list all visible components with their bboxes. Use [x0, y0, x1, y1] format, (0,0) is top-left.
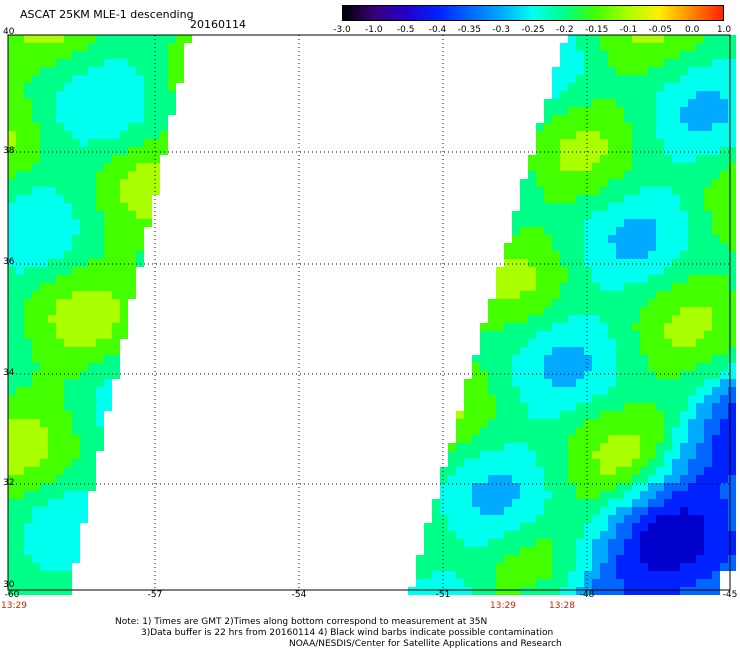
lat-label-32: 32	[3, 478, 15, 488]
colorbar-tick-label: 0.0	[684, 25, 700, 35]
lat-label-38: 38	[3, 146, 15, 156]
lon-label-45: -45	[722, 590, 738, 600]
colorbar-tick-label: -0.35	[457, 25, 481, 35]
colorbar-tick-label: -0.3	[492, 25, 510, 35]
time-label-1: 13:29	[1, 601, 27, 611]
lon-label-60: -60	[4, 590, 20, 600]
lat-label-30: 30	[3, 580, 15, 590]
colorbar-tick-label: -0.15	[585, 25, 609, 35]
lon-label-48: -48	[579, 590, 595, 600]
plot-date: 20160114	[190, 18, 246, 31]
grid-lines	[8, 35, 730, 590]
lon-label-57: -57	[147, 590, 163, 600]
lon-label-51: -51	[435, 590, 451, 600]
colorbar-tick-label: -0.5	[396, 25, 415, 35]
colorbar-tick-label: 1.0	[716, 25, 732, 35]
note-line-2: 3)Data buffer is 22 hrs from 20160114 4)…	[141, 628, 554, 638]
map-frame	[7, 34, 731, 591]
colorbar-tick-label: -3.0	[333, 25, 351, 35]
time-label-3: 13:28	[549, 601, 575, 611]
lat-label-40: 40	[3, 27, 15, 37]
colorbar-tick-label: -0.25	[521, 25, 545, 35]
lat-label-36: 36	[3, 257, 15, 267]
plot-title: ASCAT 25KM MLE-1 descending	[20, 8, 194, 21]
note-line-1: Note: 1) Times are GMT 2)Times along bot…	[115, 617, 488, 627]
colorbar-tick-label: -1.0	[365, 25, 383, 35]
colorbar	[342, 5, 724, 21]
lat-label-34: 34	[3, 368, 15, 378]
note-line-3: NOAA/NESDIS/Center for Satellite Applica…	[289, 639, 562, 649]
colorbar-tick-label: -0.4	[428, 25, 447, 35]
colorbar-tick-label: -0.05	[648, 25, 672, 35]
colorbar-tick-label: -0.2	[556, 25, 574, 35]
swath-data	[8, 35, 736, 595]
lon-label-54: -54	[291, 590, 307, 600]
colorbar-tick-label: -0.1	[619, 25, 638, 35]
time-label-2: 13:29	[490, 601, 516, 611]
